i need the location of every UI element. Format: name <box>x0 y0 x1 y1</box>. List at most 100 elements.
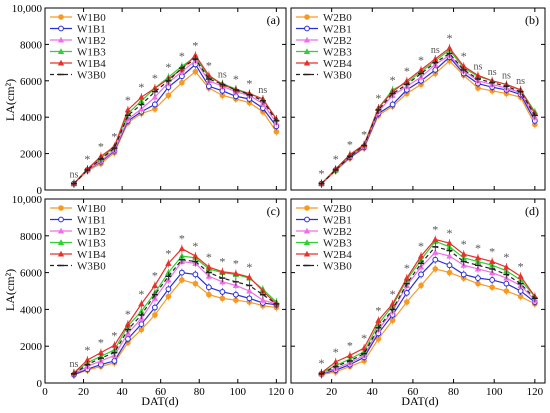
data-point <box>489 284 495 291</box>
series-line <box>321 246 536 375</box>
legend-marker <box>57 59 65 66</box>
y-tick-label: 4000 <box>20 304 43 316</box>
x-axis-label-right: DAT(d) <box>401 394 438 408</box>
legend-label: W3B0 <box>77 261 106 273</box>
series-line <box>73 255 277 374</box>
significance-label: * <box>206 250 212 264</box>
series-line <box>73 59 277 185</box>
data-point <box>475 275 481 282</box>
legend-marker <box>304 14 310 20</box>
legend-label: W2B0 <box>323 203 352 215</box>
x-tick-label: 0 <box>42 386 48 398</box>
data-point <box>165 92 172 99</box>
data-point <box>192 280 199 287</box>
legend-label: W1B3 <box>77 238 106 250</box>
significance-label: * <box>489 245 495 259</box>
legend-label: W3B0 <box>77 70 106 82</box>
significance-label: * <box>152 71 158 85</box>
significance-label: * <box>446 31 452 45</box>
data-point <box>151 93 159 100</box>
legend-marker <box>58 216 64 223</box>
legend-label: W2B4 <box>323 249 352 261</box>
series-w1b4 <box>70 244 280 377</box>
data-point <box>460 250 467 257</box>
data-point <box>432 249 439 255</box>
significance-label: * <box>390 287 396 301</box>
data-point <box>432 236 439 242</box>
series-line <box>321 240 536 374</box>
significance-label: ns <box>69 170 78 181</box>
significance-label: * <box>375 91 381 105</box>
x-axis-label-left: DAT(d) <box>141 394 178 408</box>
significance-label: * <box>165 246 171 260</box>
y-tick-label: 2000 <box>20 341 43 353</box>
significance-label: * <box>432 222 438 236</box>
data-point <box>503 263 510 270</box>
series-line <box>321 56 536 185</box>
data-point <box>375 317 382 323</box>
series-line <box>73 70 277 185</box>
legend-label: W1B3 <box>77 47 106 59</box>
series-line <box>73 271 277 376</box>
legend-marker <box>303 36 311 43</box>
significance-label: * <box>347 338 353 352</box>
legend-label: W1B4 <box>77 249 106 261</box>
data-point <box>460 271 467 278</box>
data-point <box>517 272 524 279</box>
legend-label: W2B1 <box>323 215 352 227</box>
data-point <box>232 270 240 277</box>
significance-label: * <box>333 152 339 166</box>
y-tick-label: 10,000 <box>12 3 43 15</box>
series-line <box>321 54 536 185</box>
significance-label: * <box>84 343 90 357</box>
x-tick-label: 100 <box>230 386 247 398</box>
legend-marker <box>303 227 311 234</box>
data-point <box>151 282 159 288</box>
x-tick-label: 0 <box>288 386 294 398</box>
significance-label: * <box>192 38 198 52</box>
significance-label: ns <box>502 70 511 81</box>
legend-label: W3B0 <box>323 70 352 82</box>
data-point <box>111 341 118 348</box>
x-tick-label: 120 <box>268 386 285 398</box>
significance-label: * <box>333 345 339 359</box>
y-tick-label: 0 <box>37 185 43 197</box>
y-tick-label: 6000 <box>20 76 43 88</box>
legend-marker <box>304 25 310 32</box>
data-point <box>418 282 424 289</box>
data-point <box>417 252 425 259</box>
x-tick-label: 60 <box>155 386 167 398</box>
significance-label: * <box>361 128 367 142</box>
significance-label: * <box>138 80 144 94</box>
series-line <box>73 63 277 185</box>
legend-marker <box>303 48 311 54</box>
y-tick-label: 8000 <box>20 39 43 51</box>
significance-label: * <box>84 152 90 166</box>
legend-marker <box>57 239 65 245</box>
panel-label: (a) <box>267 13 280 27</box>
legend-label: W2B0 <box>323 12 352 24</box>
panel-label: (d) <box>525 204 539 218</box>
significance-label: * <box>347 138 353 152</box>
significance-label: * <box>246 260 252 274</box>
significance-label: ns <box>516 76 525 87</box>
y-axis-label-bottom: LA(cm²) <box>3 269 17 311</box>
legend-marker <box>57 227 65 234</box>
significance-label: * <box>318 356 324 370</box>
significance-label: * <box>138 287 144 301</box>
significance-label: * <box>461 237 467 251</box>
series-line <box>321 259 536 375</box>
data-point <box>192 252 199 259</box>
legend-marker <box>303 250 311 257</box>
x-tick-label: 20 <box>78 386 90 398</box>
legend-label: W1B1 <box>77 215 106 227</box>
plot-panels: 0200040006000800010,000(a)ns**********ns… <box>12 3 546 398</box>
data-point <box>206 291 212 298</box>
legend-label: W2B1 <box>323 24 352 36</box>
x-tick-label: 40 <box>367 386 379 398</box>
data-point <box>418 271 424 278</box>
legend-marker <box>58 25 64 32</box>
data-point <box>489 277 496 283</box>
